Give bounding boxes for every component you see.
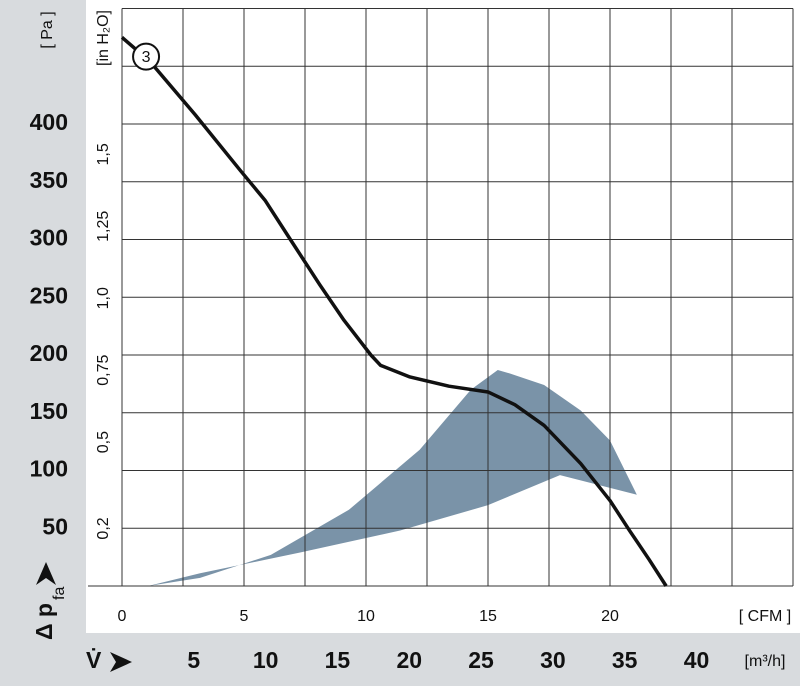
y2-tick-label: 1,0 (95, 287, 112, 309)
x2-axis-arrow (110, 652, 132, 672)
x-tick-label: 10 (357, 608, 375, 625)
y-tick-label: 100 (30, 456, 68, 482)
x2-tick-label: 20 (396, 647, 422, 673)
x-tick-label: 5 (240, 608, 249, 625)
y2-tick-label: 0,2 (95, 517, 112, 539)
x2-tick-label: 5 (187, 647, 200, 673)
x2-tick-label: 15 (325, 647, 351, 673)
y-axis-title: Δ p (31, 603, 57, 640)
x2-tick-label: 10 (253, 647, 279, 673)
x-tick-label: 20 (601, 608, 619, 625)
y-tick-label: 150 (30, 398, 68, 424)
x2-tick-label: 25 (468, 647, 494, 673)
x-axis-unit: [ CFM ] (739, 608, 791, 625)
bottom-band (0, 633, 800, 686)
y-axis-title-sub: fa (51, 587, 68, 600)
y-axis-unit: [ Pa ] (39, 11, 56, 48)
y-tick-label: 50 (42, 513, 68, 539)
x-tick-label: 15 (479, 608, 497, 625)
operating-range (148, 370, 637, 586)
x2-tick-label: 40 (684, 647, 710, 673)
x2-axis-unit: [m³/h] (745, 653, 786, 670)
y2-axis-unit: [in H₂O] (95, 10, 112, 66)
y-axis-arrow (36, 562, 56, 585)
x2-tick-label: 35 (612, 647, 638, 673)
y-tick-label: 300 (30, 225, 68, 251)
x2-axis-title: V̇ (86, 647, 102, 673)
curve-label-circle (132, 42, 161, 71)
x2-tick-label: 30 (540, 647, 566, 673)
fan-curve (120, 36, 668, 587)
y2-tick-label: 0,75 (95, 355, 112, 386)
y-tick-label: 400 (30, 109, 68, 135)
curve-label: 3 (142, 49, 151, 66)
y-tick-label: 350 (30, 167, 68, 193)
y2-tick-label: 1,5 (95, 143, 112, 165)
y-tick-label: 200 (30, 340, 68, 366)
y2-tick-label: 1,25 (95, 211, 112, 242)
x-tick-label: 0 (118, 608, 127, 625)
y2-tick-label: 0,5 (95, 431, 112, 453)
y-tick-label: 250 (30, 282, 68, 308)
